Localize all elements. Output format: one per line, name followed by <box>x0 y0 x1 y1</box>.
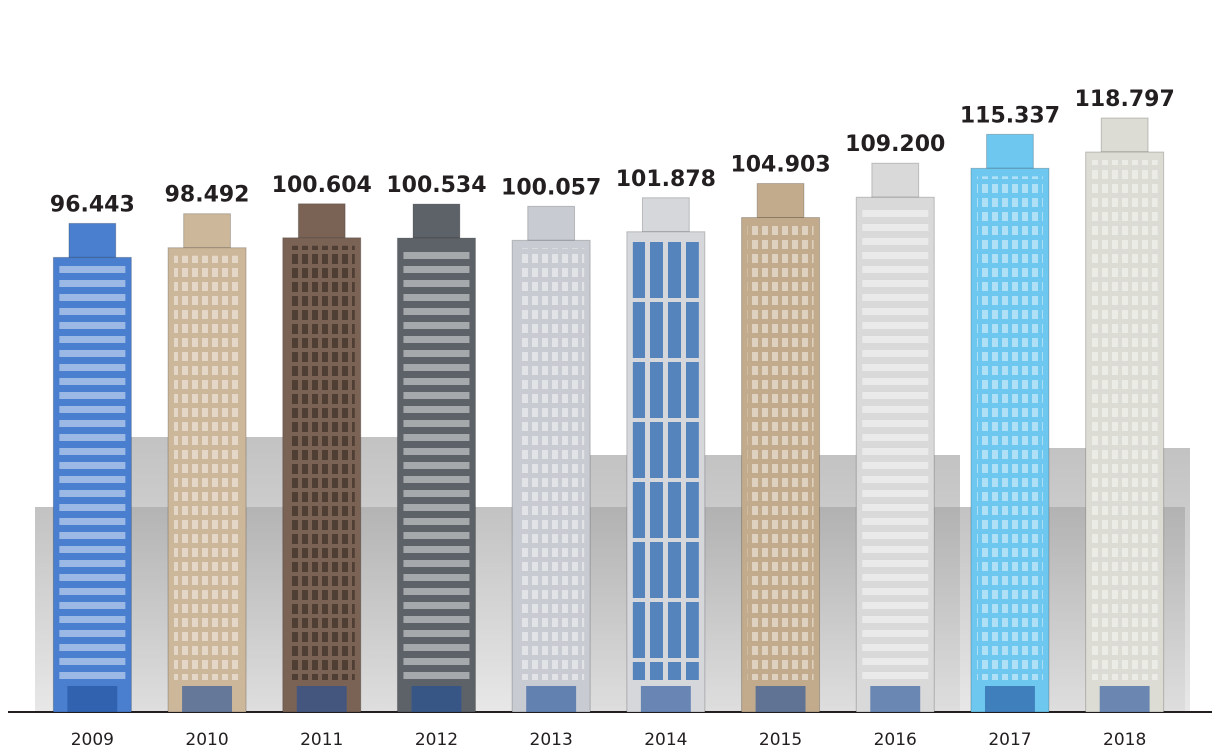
building-windows <box>747 225 814 681</box>
value-label: 104.903 <box>730 152 830 177</box>
building-roof <box>986 133 1034 169</box>
building-door <box>640 686 691 712</box>
value-label: 101.878 <box>616 167 716 192</box>
building-door <box>67 686 118 712</box>
building-windows <box>59 265 126 680</box>
value-label: 96.443 <box>50 192 135 217</box>
building-windows <box>518 248 585 680</box>
building-door <box>182 686 233 712</box>
building-windows <box>862 205 929 680</box>
building-windows <box>632 239 699 680</box>
building-door <box>1099 686 1150 712</box>
building-roof <box>183 213 231 249</box>
value-label: 100.604 <box>272 173 372 198</box>
value-label: 100.534 <box>386 173 486 198</box>
x-tick-label: 2012 <box>415 730 458 750</box>
building-door <box>296 686 347 712</box>
x-tick-label: 2018 <box>1103 730 1146 750</box>
x-tick-label: 2017 <box>988 730 1031 750</box>
x-tick-label: 2015 <box>759 730 802 750</box>
building-roof <box>871 162 920 198</box>
building-door <box>870 686 921 712</box>
x-tick-label: 2011 <box>300 730 343 750</box>
building-door <box>526 686 577 712</box>
building-roof <box>412 203 461 239</box>
value-label: 115.337 <box>960 103 1060 128</box>
value-label: 109.200 <box>845 132 945 157</box>
x-tick-label: 2013 <box>530 730 573 750</box>
building-roof <box>641 197 690 233</box>
building-windows <box>403 246 470 680</box>
building-windows <box>288 245 355 680</box>
building-roof <box>1100 117 1149 153</box>
building-windows <box>174 255 241 680</box>
building-windows <box>1091 160 1158 680</box>
x-tick-label: 2009 <box>71 730 114 750</box>
building-door <box>984 686 1035 712</box>
building-door <box>411 686 462 712</box>
x-tick-label: 2010 <box>185 730 228 750</box>
building-door <box>755 686 806 712</box>
building-roof <box>527 205 576 241</box>
building-roof <box>68 222 117 258</box>
x-tick-label: 2014 <box>644 730 687 750</box>
building-roof <box>756 182 805 218</box>
value-label: 118.797 <box>1075 87 1175 112</box>
building-windows <box>976 176 1043 680</box>
x-tick-label: 2016 <box>874 730 917 750</box>
value-label: 100.057 <box>501 175 601 200</box>
value-label: 98.492 <box>165 183 250 208</box>
building-roof <box>297 203 346 239</box>
